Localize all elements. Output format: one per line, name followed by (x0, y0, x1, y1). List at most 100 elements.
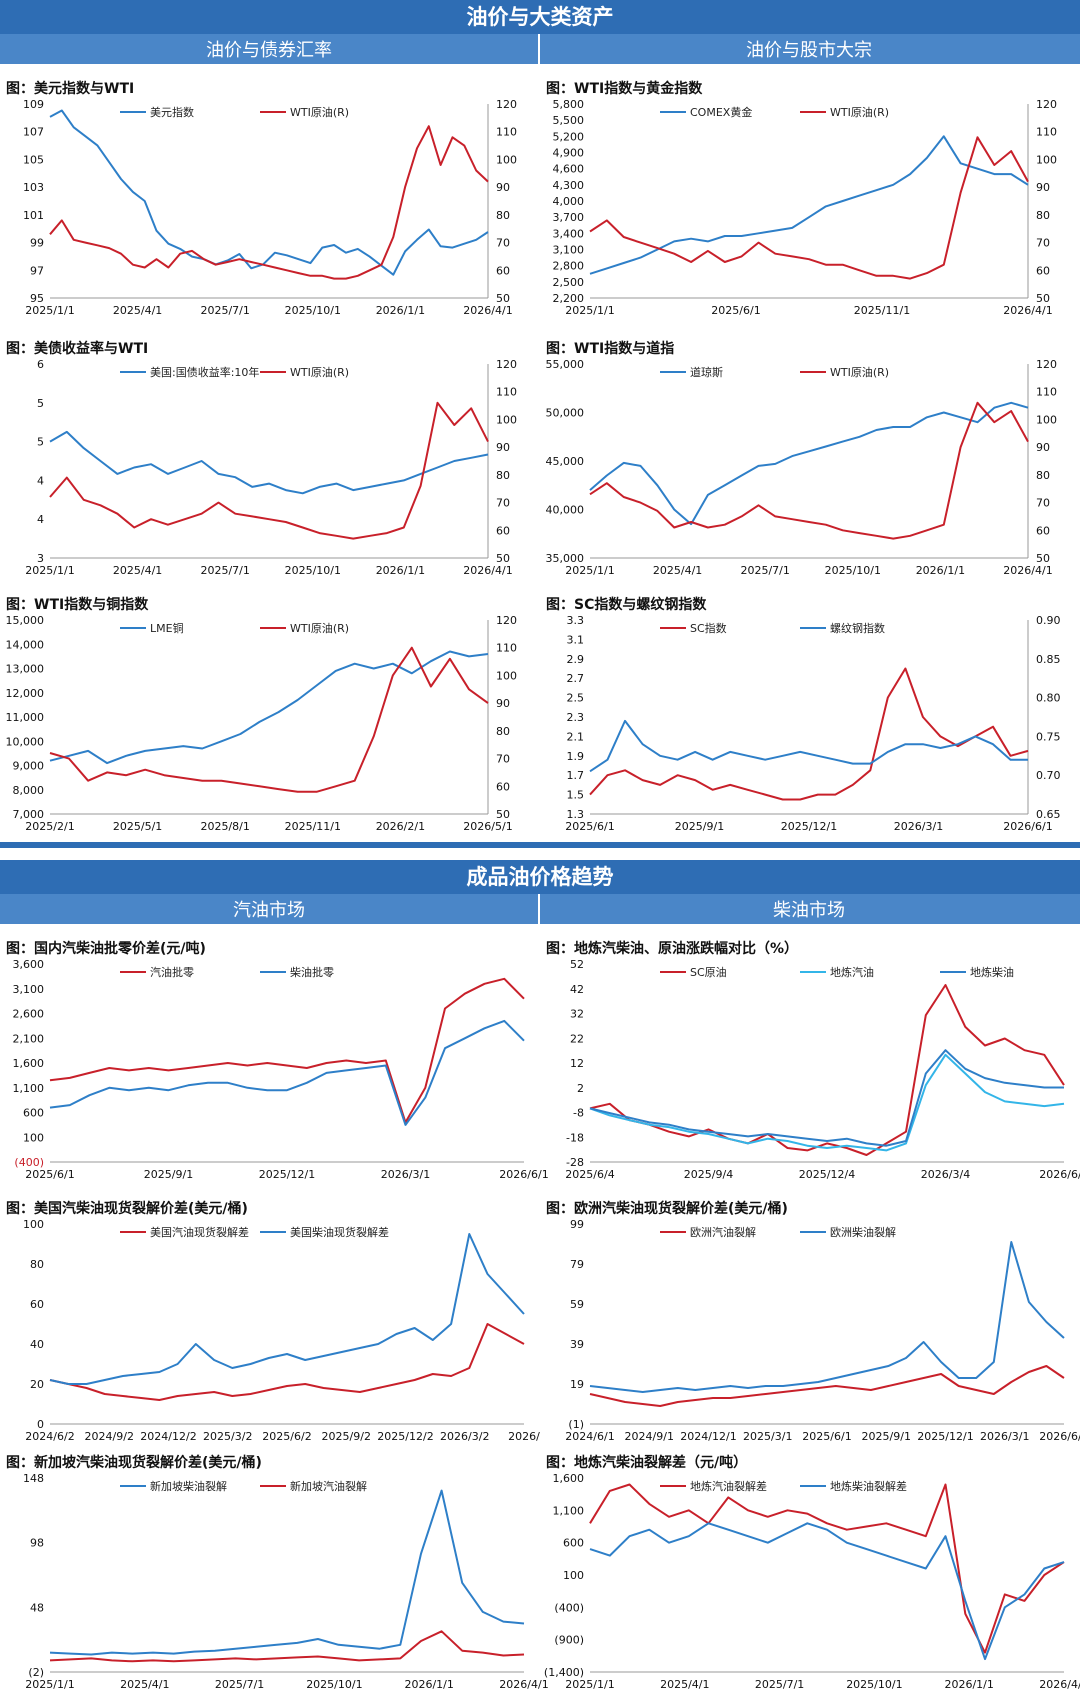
chart-panel-c9: 图：美国汽柴油现货裂解价差(美元/桶) 0 20 40 60 80 100 2024/6/2… (0, 1198, 540, 1450)
y2-tick-label: 120 (1036, 98, 1057, 111)
y-tick-label: 99 (30, 237, 44, 250)
y-tick-label: 11,000 (6, 711, 45, 724)
x-tick-label: 2026/3/1 (980, 1430, 1029, 1443)
section2-subheader: 汽油市场 柴油市场 (0, 894, 1080, 924)
x-tick-label: 2024/6/1 (565, 1430, 614, 1443)
y2-tick-label: 90 (496, 441, 510, 454)
legend-label: 美国汽油现货裂解差 (150, 1225, 249, 1239)
legend-label: 美国:国债收益率:10年 (150, 365, 259, 379)
y-tick-label: 4,000 (553, 195, 585, 208)
legend-label: SC指数 (690, 621, 727, 635)
legend-label: 螺纹钢指数 (830, 621, 885, 635)
y2-tick-label: 0.70 (1036, 769, 1061, 782)
legend-label: WTI原油(R) (830, 365, 889, 379)
y-tick-label: 4 (37, 513, 44, 526)
y-tick-label: 95 (30, 292, 44, 305)
x-tick-label: 2026/2/1 (376, 820, 425, 833)
x-tick-label: 2025/10/1 (825, 564, 881, 577)
y2-tick-label: 90 (1036, 181, 1050, 194)
y-tick-label: 600 (563, 1537, 584, 1550)
y-tick-label: 2,200 (553, 292, 585, 305)
x-tick-label: 2026/1/1 (376, 564, 425, 577)
series-line-2 (589, 1241, 1065, 1393)
y2-tick-label: 120 (496, 358, 517, 371)
series-line-2 (589, 1522, 1065, 1661)
y-tick-label: 19 (570, 1378, 584, 1391)
y2-tick-label: 110 (1036, 126, 1057, 139)
y-tick-label: 22 (570, 1032, 584, 1045)
y-tick-label: 10,000 (6, 735, 45, 748)
section2-right-sub: 柴油市场 (773, 900, 845, 921)
series-line-2 (49, 401, 489, 540)
y-tick-label: 52 (570, 958, 584, 971)
chart-svg: 0 20 40 60 80 100 2024/6/2 2024/9/2 2024/12/2 202… (23, 1218, 540, 1443)
y-tick-label: 5,500 (553, 114, 585, 127)
y-tick-label: 3,700 (553, 211, 585, 224)
x-tick-label: 2025/10/1 (846, 1678, 902, 1691)
chart-panel-c3: 图：美债收益率与WTI 3 4 4 5 5 6 50 60 70 80 90 100 110 120 202… (0, 338, 536, 584)
legend-label: 汽油批零 (150, 965, 194, 979)
y-tick-label: 0 (37, 1418, 44, 1431)
y-tick-label: 5 (37, 436, 44, 449)
series-line-1 (589, 401, 1029, 526)
x-tick-label: 2026/6/4 (1039, 1168, 1080, 1181)
y-tick-label: 109 (23, 98, 44, 111)
x-tick-label: 2025/9/2 (322, 1430, 371, 1443)
legend-label: 欧洲汽油裂解 (690, 1225, 756, 1239)
series-line-1 (49, 1323, 525, 1401)
y2-tick-label: 60 (496, 264, 510, 277)
chart-title: 图：美元指数与WTI (6, 81, 135, 97)
x-tick-label: 2025/4/1 (120, 1678, 169, 1691)
x-tick-label: 2025/3/1 (743, 1430, 792, 1443)
y-tick-label: 60 (30, 1298, 44, 1311)
x-tick-label: 2025/7/1 (200, 304, 249, 317)
x-tick-label: 2025/3/2 (203, 1430, 252, 1443)
section1-right-sub: 油价与股市大宗 (746, 40, 872, 61)
series-line-3 (589, 1049, 1064, 1147)
x-tick-label: 2026/3/4 (921, 1168, 970, 1181)
y-tick-label: (400) (14, 1156, 44, 1169)
y-tick-label: -8 (573, 1107, 584, 1120)
y-tick-label: 2.7 (567, 672, 585, 685)
y2-tick-label: 100 (496, 413, 517, 426)
y-tick-label: 50,000 (546, 407, 585, 420)
x-tick-label: 2025/4/1 (113, 304, 162, 317)
y2-tick-label: 70 (1036, 237, 1050, 250)
chart-panel-c5: 图：WTI指数与铜指数 7,000 8,000 9,000 10,000 11,000 1… (0, 594, 536, 840)
y2-tick-label: 80 (496, 725, 510, 738)
y-tick-label: 101 (23, 209, 44, 222)
legend-label: WTI原油(R) (830, 105, 889, 119)
y2-tick-label: 0.80 (1036, 692, 1061, 705)
x-tick-label: 2025/12/1 (259, 1168, 315, 1181)
chart-panel-c7: 图：国内汽柴油批零价差(元/吨) (400) 100 600 1,100 1,600 2,… (0, 938, 549, 1188)
chart-panel-c12: 图：地炼汽柴油裂解差（元/吨） (1,400) (900) (400) 100 600 1… (540, 1452, 1080, 1698)
y-tick-label: 100 (23, 1131, 44, 1144)
x-tick-label: 2025/7/1 (215, 1678, 264, 1691)
y2-tick-label: 90 (496, 181, 510, 194)
chart-svg: 1.3 1.5 1.7 1.9 2.1 2.3 2.5 2.7 2.9 3.1 3.3 0.65 0.7… (565, 614, 1061, 833)
y-tick-label: 1.5 (567, 789, 585, 802)
x-tick-label: 2025/4/1 (653, 564, 702, 577)
y-tick-label: (1,400) (544, 1666, 584, 1679)
legend-label: 地炼汽油裂解差 (690, 1479, 767, 1493)
y-tick-label: 3.3 (567, 614, 585, 627)
legend-label: 新加坡汽油裂解 (290, 1479, 367, 1493)
y-tick-label: (1) (568, 1418, 584, 1431)
x-tick-label: 2025/7/1 (740, 564, 789, 577)
y-tick-label: 20 (30, 1378, 44, 1391)
y-tick-label: 4,900 (553, 147, 585, 160)
chart-panel-c2: 图：WTI指数与黄金指数 2,200 2,500 2,800 3,100 3,400 3,… (540, 78, 1076, 324)
series-line-1 (589, 667, 1029, 801)
x-tick-label: 2026/4/1 (1003, 564, 1052, 577)
y-tick-label: 2,600 (13, 1008, 45, 1021)
y2-tick-label: 50 (496, 808, 510, 821)
y-tick-label: 8,000 (13, 784, 45, 797)
x-tick-label: 2026/6/1 (1003, 820, 1052, 833)
chart-title: 图：欧洲汽柴油现货裂解价差(美元/桶) (546, 1201, 788, 1217)
y2-tick-label: 70 (496, 497, 510, 510)
y-tick-label: 1,600 (13, 1057, 45, 1070)
x-tick-label: 2025/1/1 (25, 564, 74, 577)
y-tick-label: 600 (23, 1107, 44, 1120)
x-tick-label: 2025/6/1 (565, 820, 614, 833)
x-tick-label: 2025/4/1 (113, 564, 162, 577)
